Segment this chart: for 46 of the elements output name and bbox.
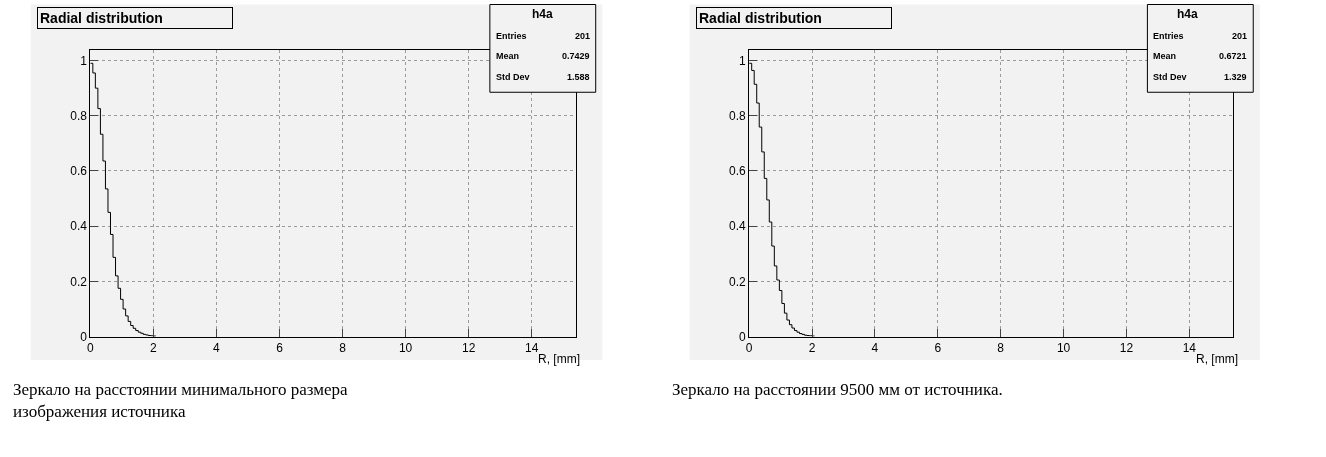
x-tick-label: 14 bbox=[525, 341, 539, 355]
y-tick-label: 0 bbox=[80, 329, 88, 344]
text: Зеркало на расстоянии минимального размера изображения источника bbox=[13, 380, 349, 422]
text: Entries bbox=[1153, 31, 1184, 41]
y-tick-label: 0.6 bbox=[729, 164, 747, 179]
annotation: Mean bbox=[1153, 51, 1177, 61]
annotation: Std Dev bbox=[1153, 72, 1187, 82]
x-tick-label: 4 bbox=[213, 341, 221, 355]
x-tick-label: 12 bbox=[1119, 341, 1134, 355]
x-axis-title: R, [mm] bbox=[1196, 352, 1238, 366]
x-tick-label: 10 bbox=[1056, 341, 1071, 355]
text: Entries bbox=[496, 31, 527, 41]
y-tick-label: 0 bbox=[739, 329, 747, 344]
x-tick-label: 12 bbox=[461, 341, 476, 355]
x-tick-label: 10 bbox=[398, 341, 413, 355]
annotation: Mean bbox=[496, 51, 520, 61]
x-tick-label: 8 bbox=[997, 341, 1005, 355]
annotation: Std Dev bbox=[496, 72, 530, 82]
x-tick-label: 2 bbox=[150, 341, 158, 355]
y-tick-label: 0.8 bbox=[70, 108, 88, 123]
text: h4a bbox=[1177, 7, 1198, 21]
chart-title: Radial distribution bbox=[699, 10, 822, 26]
x-tick-label: 2 bbox=[808, 341, 816, 355]
annotation: 0.7429 bbox=[562, 51, 590, 61]
x-tick-label: 6 bbox=[934, 341, 942, 355]
x-tick-label: 8 bbox=[339, 341, 347, 355]
x-tick-label: 4 bbox=[871, 341, 879, 355]
x-tick-label: 6 bbox=[276, 341, 284, 355]
y-tick-label: 0.4 bbox=[729, 219, 747, 234]
text: h4a bbox=[532, 7, 553, 21]
annotation: 1.588 bbox=[567, 72, 590, 82]
chart-title: Radial distribution bbox=[40, 10, 163, 26]
text: Зеркало на расстоянии 9500 мм от источника. bbox=[672, 380, 1003, 399]
y-tick-label: 1 bbox=[80, 53, 88, 68]
y-tick-label: 0.6 bbox=[70, 164, 88, 179]
annotation: 1.329 bbox=[1224, 72, 1247, 82]
x-axis-title: R, [mm] bbox=[538, 352, 580, 366]
x-tick-label: 14 bbox=[1182, 341, 1197, 355]
y-tick-label: 0.8 bbox=[729, 108, 747, 123]
y-tick-label: 0.4 bbox=[70, 219, 88, 234]
y-tick-label: 0.2 bbox=[70, 274, 88, 289]
text: 201 bbox=[1232, 31, 1248, 41]
y-tick-label: 1 bbox=[739, 53, 747, 68]
text: 201 bbox=[575, 31, 591, 41]
annotation: 0.6721 bbox=[1219, 51, 1247, 61]
y-tick-label: 0.2 bbox=[729, 274, 747, 289]
